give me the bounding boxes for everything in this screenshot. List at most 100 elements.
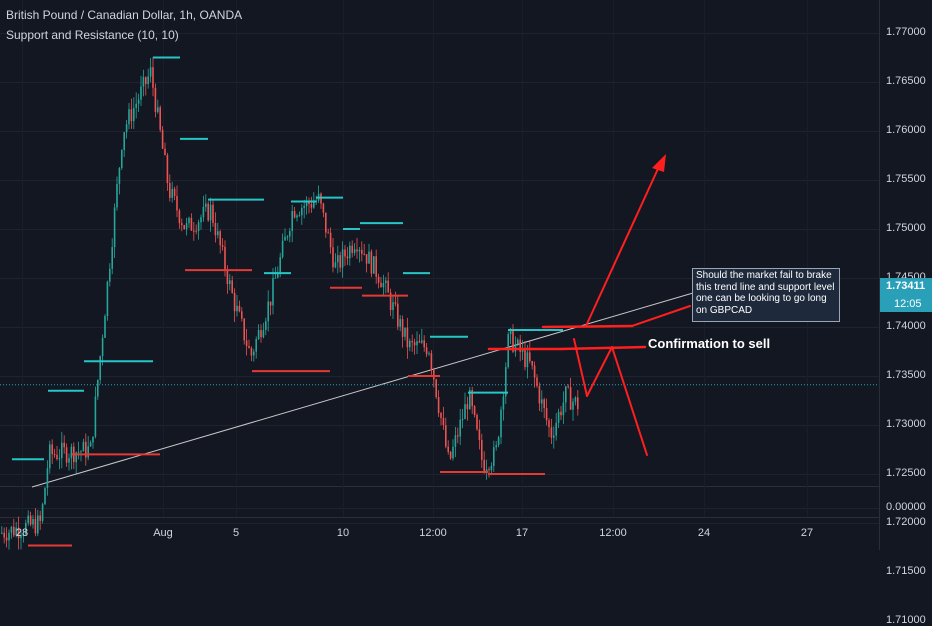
- candle-body: [111, 247, 113, 269]
- candle-body: [77, 451, 80, 453]
- price-tick-label: 1.71500: [886, 565, 926, 577]
- candle-body: [483, 459, 485, 472]
- time-tick-label: 28: [15, 527, 29, 539]
- support-resistance-levels: [12, 56, 563, 547]
- time-tick-label: 12:00: [419, 527, 447, 539]
- candle-body: [325, 212, 327, 233]
- time-tick-label: 24: [697, 527, 711, 539]
- candle-body: [104, 315, 106, 338]
- candle-body: [3, 532, 5, 538]
- candle-body: [212, 204, 214, 224]
- candle-body: [298, 215, 301, 217]
- candle-body: [406, 327, 409, 348]
- bearish-path-leg: [586, 346, 613, 397]
- candle-body: [337, 255, 339, 263]
- candle-body: [29, 515, 32, 525]
- candle-body: [476, 414, 478, 430]
- candle-body: [416, 341, 418, 346]
- candle-body: [128, 109, 130, 125]
- candle-body: [130, 109, 133, 122]
- candle-body: [466, 404, 469, 410]
- confirm-drawn-line: [558, 345, 647, 351]
- candle-body: [166, 155, 169, 184]
- candle-body: [399, 319, 401, 327]
- bearish-path-leg: [611, 346, 648, 456]
- candle-body: [238, 305, 241, 312]
- candle-body: [207, 203, 209, 221]
- candle-body: [68, 458, 70, 463]
- candle-body: [332, 247, 334, 268]
- indicator-label[interactable]: Support and Resistance (10, 10): [6, 28, 179, 42]
- candle-body: [509, 329, 512, 335]
- annotation-drawings[interactable]: [487, 154, 691, 456]
- candle-body: [243, 318, 245, 341]
- candle-body: [241, 311, 243, 319]
- time-tick-label: 17: [515, 527, 529, 539]
- candle-body: [548, 420, 550, 428]
- candle-body: [363, 253, 365, 255]
- candle-body: [135, 103, 137, 108]
- trade-note-box[interactable]: Should the market fail to brake this tre…: [692, 268, 840, 322]
- candle-body: [543, 399, 545, 409]
- candle-body: [497, 437, 500, 446]
- support-drawn-line: [541, 324, 634, 329]
- candle-body: [524, 349, 526, 368]
- candle-body: [61, 442, 63, 459]
- bullish-arrow-shaft: [585, 159, 663, 327]
- time-tick-label: Aug: [153, 527, 173, 539]
- candle-body: [404, 327, 406, 337]
- price-tick-label: 1.75500: [886, 173, 926, 185]
- candle-body: [32, 519, 34, 525]
- candle-body: [490, 465, 493, 471]
- candle-body: [377, 276, 380, 283]
- candle-body: [313, 202, 315, 208]
- candle-body: [209, 204, 212, 221]
- symbol-title[interactable]: British Pound / Canadian Dollar, 1h, OAN…: [6, 8, 243, 22]
- candle-body: [291, 211, 293, 231]
- time-tick-label: 5: [232, 527, 240, 539]
- candle-body: [526, 352, 529, 368]
- candle-body: [545, 408, 548, 421]
- candle-body: [339, 255, 341, 268]
- price-tick-label: 1.74000: [886, 320, 926, 332]
- candlesticks: [1, 56, 579, 550]
- candle-body: [250, 348, 253, 356]
- candle-body: [281, 240, 284, 258]
- candle-body: [365, 254, 368, 264]
- candle-body: [370, 251, 373, 274]
- candle-body: [529, 352, 531, 362]
- candle-body: [224, 246, 226, 270]
- ascending-trendline[interactable]: [31, 292, 694, 488]
- candle-body: [413, 342, 416, 346]
- candle-body: [41, 504, 44, 521]
- candle-body: [248, 345, 250, 349]
- candle-body: [500, 409, 502, 438]
- candle-body: [99, 356, 101, 380]
- candle-body: [423, 340, 425, 348]
- candle-body: [289, 230, 291, 237]
- candle-body: [195, 230, 197, 232]
- candle-body: [452, 446, 454, 459]
- candle-body: [17, 527, 20, 539]
- candle-body: [164, 148, 166, 156]
- candle-body: [517, 339, 519, 344]
- current-price-value: 1.73411: [886, 280, 926, 292]
- candle-body: [550, 427, 553, 438]
- current-price-tag: 1.73411 12:05: [880, 278, 932, 312]
- support-drawn-line: [631, 305, 691, 327]
- candle-body: [113, 207, 116, 248]
- candle-body: [53, 454, 56, 456]
- candle-body: [387, 280, 389, 293]
- candle-body: [560, 411, 562, 416]
- chart-canvas[interactable]: [0, 0, 932, 550]
- candle-body: [176, 196, 178, 211]
- candle-body: [533, 365, 536, 378]
- candle-body: [351, 245, 353, 253]
- candle-body: [152, 67, 154, 88]
- time-axis-divider: [0, 517, 880, 518]
- candle-body: [425, 347, 428, 355]
- candle-body: [409, 340, 411, 348]
- price-tick-label: 1.73500: [886, 369, 926, 381]
- confirmation-label[interactable]: Confirmation to sell: [648, 336, 771, 351]
- candle-body: [471, 390, 473, 407]
